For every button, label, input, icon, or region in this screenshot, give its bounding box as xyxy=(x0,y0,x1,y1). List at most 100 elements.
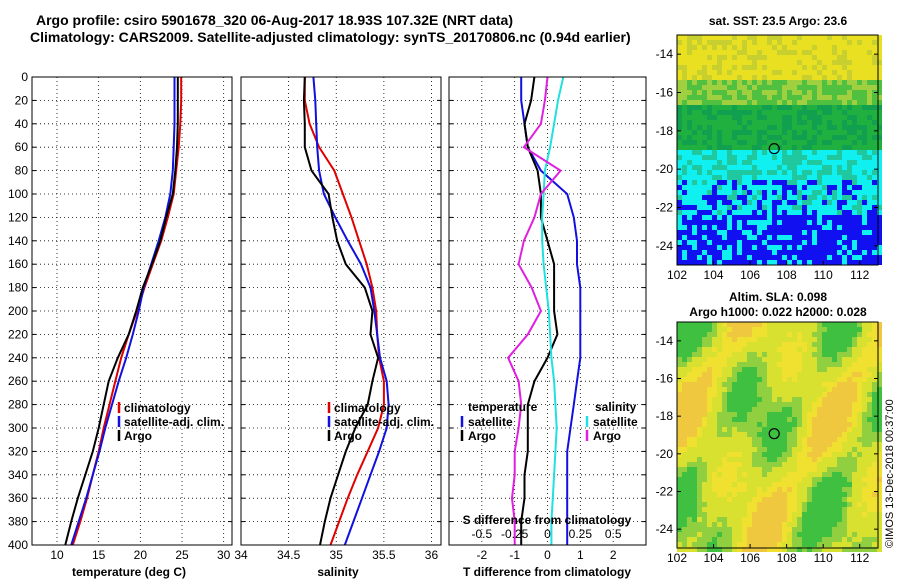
x-tick-label: 35 xyxy=(330,548,344,562)
y-tick-label: 180 xyxy=(8,281,28,295)
x-tick-label: 20 xyxy=(134,548,148,562)
diff-legend-temp-satellite: satellite xyxy=(468,415,513,429)
series-temperature-satellite xyxy=(520,77,582,545)
title-line-1: Argo profile: csiro 5901678_320 06-Aug-2… xyxy=(36,12,513,28)
sla-map-panel: 102 104 106 108 110 112 -14 -16 -18 -20 -22 -24 xyxy=(656,321,882,565)
y-tick-label: 160 xyxy=(8,257,28,271)
difference-x2label: S difference from climatology xyxy=(463,513,632,527)
plot-frame xyxy=(240,76,442,546)
x-tick-label: -1 xyxy=(509,548,520,562)
series-argo xyxy=(64,77,179,546)
temperature-xlabel: temperature (deg C) xyxy=(72,565,186,579)
map-frame xyxy=(676,34,879,266)
y-tick-label: 320 xyxy=(8,444,28,458)
map-y-tick-label: -22 xyxy=(656,201,674,215)
map-x-tick-label: 106 xyxy=(740,551,760,565)
x2-tick-label: -0.5 xyxy=(471,527,492,541)
x-tick-label: 35.5 xyxy=(372,548,396,562)
y-tick-label: 260 xyxy=(8,374,28,388)
imos-credit: ©IMOS 13-Dec-2018 00:37:00 xyxy=(884,399,896,548)
sal-legend-satellite: satellite-adj. clim. xyxy=(334,415,434,429)
map-y-tick-label: -16 xyxy=(656,372,674,386)
diff-legend-right-title: salinity xyxy=(595,400,637,414)
map-y-tick-label: -18 xyxy=(656,409,674,423)
x-tick-label: 2 xyxy=(610,548,617,562)
x-tick-label: 15 xyxy=(92,548,106,562)
map-y-tick-label: -20 xyxy=(656,162,674,176)
map-x-tick-label: 106 xyxy=(740,268,760,282)
x-tick-label: -2 xyxy=(476,548,487,562)
y-tick-label: 240 xyxy=(8,351,28,365)
x-tick-label: 10 xyxy=(50,548,64,562)
series-salinity-satellite xyxy=(541,76,565,545)
sst-map-panel: 102 104 106 108 110 112 -14 -16 -18 -20 -22 -24 xyxy=(656,34,882,282)
y-tick-label: 220 xyxy=(8,327,28,341)
temp-legend-climatology: climatology xyxy=(124,401,191,415)
y-tick-label: 300 xyxy=(8,421,28,435)
map-x-tick-label: 108 xyxy=(777,551,797,565)
sst-map-title: sat. SST: 23.5 Argo: 23.6 xyxy=(709,14,848,28)
map-x-tick-label: 102 xyxy=(667,268,687,282)
series-satellite-adj-clim- xyxy=(312,76,390,546)
diff-legend-left-title: temperature xyxy=(468,400,538,414)
plot-frame xyxy=(448,76,647,546)
series-climatology xyxy=(303,77,385,546)
sla-map-title-2: Argo h1000: 0.022 h2000: 0.028 xyxy=(689,305,867,319)
temperature-panel: 10 15 20 25 30020406080100120140160180200220… xyxy=(8,70,233,562)
x-tick-label: 25 xyxy=(175,548,189,562)
difference-xlabel: T difference from climatology xyxy=(463,565,631,579)
map-x-tick-label: 110 xyxy=(814,268,833,282)
y-tick-label: 400 xyxy=(8,538,28,552)
y-tick-label: 60 xyxy=(15,140,29,154)
map-y-tick-label: -20 xyxy=(656,447,674,461)
x-tick-label: 0 xyxy=(544,548,551,562)
series-argo xyxy=(302,76,380,546)
map-y-tick-label: -14 xyxy=(656,334,674,348)
x-tick-label: 1 xyxy=(577,548,584,562)
map-x-tick-label: 104 xyxy=(704,551,724,565)
sal-legend-argo: Argo xyxy=(334,429,362,443)
y-tick-label: 360 xyxy=(8,491,28,505)
map-frame xyxy=(676,321,879,549)
x-tick-label: 36 xyxy=(425,548,439,562)
series-temperature-argo xyxy=(520,76,559,545)
y-tick-label: 20 xyxy=(15,93,29,107)
sla-map-title-1: Altim. SLA: 0.098 xyxy=(729,290,827,304)
sal-legend-climatology: climatology xyxy=(334,401,401,415)
argo-location-marker xyxy=(768,428,780,440)
x2-tick-label: -0.25 xyxy=(501,527,529,541)
map-x-tick-label: 112 xyxy=(850,551,869,565)
argo-location-marker xyxy=(768,143,780,155)
plot-frame xyxy=(31,76,233,546)
map-y-tick-label: -14 xyxy=(656,47,674,61)
diff-legend-sal-argo: Argo xyxy=(593,429,621,443)
map-y-tick-label: -16 xyxy=(656,86,674,100)
y-tick-label: 40 xyxy=(15,117,29,131)
temp-legend-argo: Argo xyxy=(124,429,152,443)
y-tick-label: 340 xyxy=(8,468,28,482)
salinity-xlabel: salinity xyxy=(317,565,359,579)
y-tick-label: 140 xyxy=(8,234,28,248)
diff-legend-temp-argo: Argo xyxy=(468,429,496,443)
series-salinity-argo xyxy=(506,76,563,545)
map-y-tick-label: -18 xyxy=(656,124,674,138)
map-x-tick-label: 108 xyxy=(777,268,797,282)
map-y-tick-label: -22 xyxy=(656,485,674,499)
series-satellite-adj-clim- xyxy=(70,77,176,546)
y-tick-label: 200 xyxy=(8,304,28,318)
title-line-2: Climatology: CARS2009. Satellite-adjuste… xyxy=(30,29,631,45)
y-tick-label: 120 xyxy=(8,210,28,224)
x2-tick-label: 0.25 xyxy=(569,527,593,541)
y-tick-label: 100 xyxy=(8,187,28,201)
x-tick-label: 34 xyxy=(234,548,248,562)
y-tick-label: 380 xyxy=(8,515,28,529)
map-y-tick-label: -24 xyxy=(656,522,674,536)
x2-tick-label: 0.5 xyxy=(605,527,622,541)
map-y-tick-label: -24 xyxy=(656,239,674,253)
map-x-tick-label: 110 xyxy=(814,551,833,565)
y-tick-label: 0 xyxy=(21,70,28,84)
map-x-tick-label: 104 xyxy=(704,268,724,282)
x-tick-label: 30 xyxy=(217,548,231,562)
